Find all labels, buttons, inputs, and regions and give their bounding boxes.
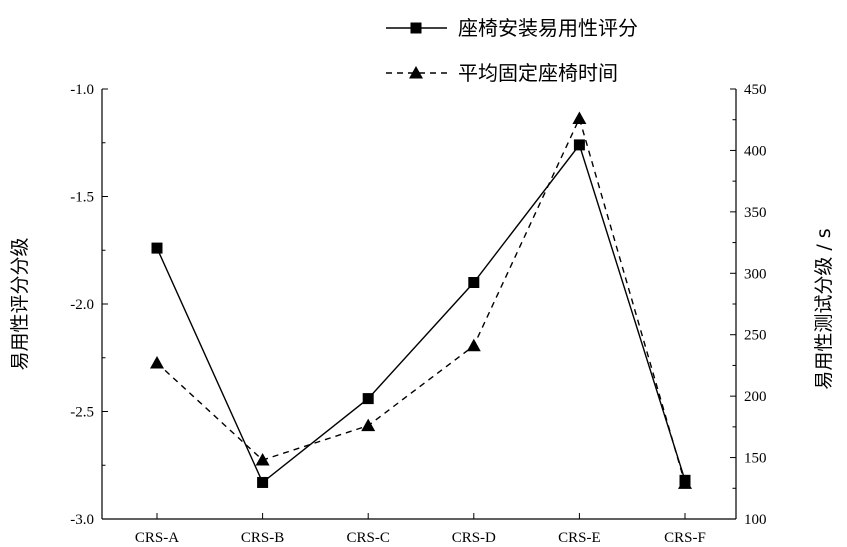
series-2-point <box>255 453 270 466</box>
left-tick-label: -1.5 <box>70 190 94 206</box>
series <box>150 111 692 489</box>
series-2-point <box>150 355 164 369</box>
x-tick-label: CRS-E <box>558 530 601 546</box>
series-line-1 <box>156 143 686 484</box>
series-2-point <box>678 476 692 489</box>
ticks: -1.0 -1.5 -2.0 -2.5 -3.0 450 400 350 300 250 200 15… <box>70 82 766 546</box>
legend-marker-2 <box>409 66 423 79</box>
right-tick-label: 350 <box>744 205 767 221</box>
axes <box>101 89 737 520</box>
right-tick-label: 450 <box>744 82 767 98</box>
legend-marker-1 <box>410 22 422 34</box>
x-tick-label: CRS-F <box>664 530 706 546</box>
series-1-point <box>257 476 269 488</box>
left-tick-label: -2.5 <box>70 405 94 421</box>
right-tick-label: 200 <box>744 389 767 405</box>
legend-label-1: 座椅安装易用性评分 <box>458 16 638 40</box>
right-tick-label: 300 <box>744 266 767 282</box>
series-1-point <box>468 277 480 288</box>
legend-label-2: 平均固定座椅时间 <box>458 61 618 85</box>
series-line-2 <box>156 116 686 484</box>
left-tick-label: -1.0 <box>70 82 94 98</box>
series-2-point <box>361 418 376 432</box>
series-1-point <box>573 139 585 151</box>
series-1-point <box>151 242 163 254</box>
series-2-point <box>466 338 481 352</box>
x-tick-label: CRS-C <box>347 530 390 546</box>
right-tick-label: 100 <box>744 512 767 528</box>
x-tick-label: CRS-D <box>452 530 496 546</box>
left-tick-label: -3.0 <box>70 512 94 528</box>
right-tick-label: 400 <box>744 143 767 159</box>
left-tick-label: -2.0 <box>70 297 94 313</box>
right-tick-label: 150 <box>744 451 767 467</box>
right-axis-title: 易用性测试分级 / s <box>813 228 835 389</box>
x-tick-label: CRS-B <box>241 530 284 546</box>
right-tick-label: 250 <box>744 328 767 344</box>
series-2-point <box>572 111 587 124</box>
left-axis-title: 易用性评分分级 <box>9 237 31 370</box>
x-tick-label: CRS-A <box>135 530 179 546</box>
series-1-point <box>362 393 374 405</box>
